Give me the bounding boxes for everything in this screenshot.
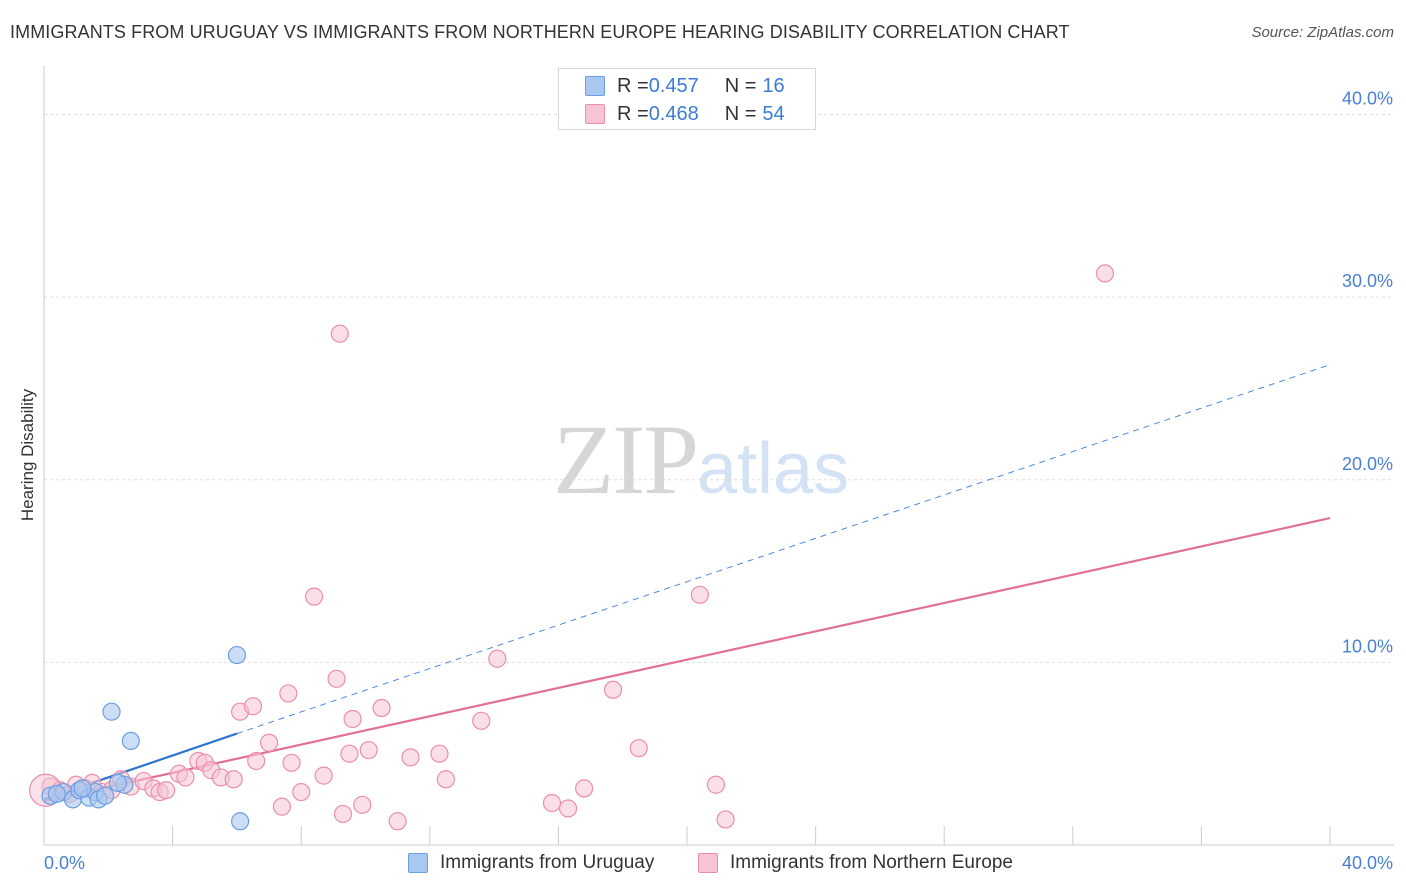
watermark: ZIPatlas: [553, 402, 849, 517]
point-northern-europe: [292, 782, 311, 802]
legend-label-uruguay: Immigrants from Uruguay: [440, 852, 655, 873]
legend-row-uruguay: R = 0.457 N = 16: [585, 74, 785, 98]
point-northern-europe: [343, 709, 362, 729]
correlation-legend: R = 0.457 N = 16 R = 0.468 N = 54: [558, 68, 816, 130]
data-points: [29, 264, 1115, 831]
x-tick-label: 0.0%: [44, 853, 85, 873]
legend-swatch-northern-europe: [585, 104, 605, 124]
legend-item-northern-europe[interactable]: Immigrants from Northern Europe: [698, 852, 1013, 874]
point-uruguay: [227, 645, 246, 665]
point-uruguay: [121, 731, 140, 751]
source-label: Source: ZipAtlas.com: [1251, 24, 1394, 41]
n-label: N =: [724, 102, 757, 125]
point-northern-europe: [629, 739, 648, 758]
point-northern-europe: [372, 698, 391, 718]
legend-row-northern-europe: R = 0.468 N = 54: [585, 102, 785, 126]
r-label: R =: [617, 74, 649, 97]
point-northern-europe: [353, 795, 372, 814]
point-northern-europe: [314, 766, 333, 785]
point-northern-europe: [272, 797, 292, 816]
y-tick-label: 10.0%: [1342, 636, 1393, 656]
point-northern-europe: [157, 781, 176, 800]
point-northern-europe: [327, 669, 346, 688]
x-tick-label: 40.0%: [1342, 853, 1393, 873]
gridlines: [44, 114, 1394, 663]
point-northern-europe: [333, 804, 353, 824]
point-northern-europe: [690, 585, 709, 604]
point-northern-europe: [575, 779, 594, 798]
point-uruguay: [73, 779, 92, 798]
y-tick-label: 30.0%: [1342, 271, 1393, 291]
point-northern-europe: [224, 770, 243, 789]
chart-title: IMMIGRANTS FROM URUGUAY VS IMMIGRANTS FR…: [10, 22, 1070, 42]
point-northern-europe: [279, 684, 298, 703]
point-northern-europe: [304, 587, 324, 606]
point-northern-europe: [247, 751, 266, 771]
point-uruguay: [108, 773, 128, 793]
point-northern-europe: [436, 770, 455, 789]
watermark-atlas: atlas: [697, 429, 850, 509]
legend-item-uruguay[interactable]: Immigrants from Uruguay: [408, 852, 654, 874]
r-value: 0.457: [648, 74, 699, 97]
r-label: R =: [617, 102, 649, 125]
trend-lines: [43, 364, 1331, 803]
trend-line-uruguay-extension: [236, 364, 1331, 735]
point-northern-europe: [542, 793, 562, 813]
legend-swatch-northern-europe: [698, 853, 718, 873]
legend-swatch-uruguay: [408, 853, 428, 873]
point-northern-europe: [430, 744, 449, 763]
point-northern-europe: [259, 733, 279, 752]
watermark-zip: ZIP: [553, 404, 699, 515]
point-northern-europe: [282, 753, 301, 772]
point-northern-europe: [388, 812, 407, 831]
y-tick-label: 40.0%: [1342, 89, 1393, 109]
tick-labels: 10.0% 20.0% 30.0% 40.0% 0.0% 40.0%: [44, 89, 1393, 873]
point-northern-europe: [488, 649, 507, 668]
point-northern-europe: [243, 697, 263, 716]
y-tick-label: 20.0%: [1342, 454, 1393, 474]
n-value: 54: [762, 102, 785, 125]
point-northern-europe: [401, 748, 420, 767]
point-northern-europe: [716, 810, 735, 829]
point-northern-europe: [1095, 264, 1115, 283]
point-northern-europe: [706, 775, 726, 794]
legend-swatch-uruguay: [585, 76, 605, 96]
n-label: N =: [724, 74, 757, 97]
point-uruguay: [95, 786, 115, 805]
point-northern-europe: [472, 711, 491, 730]
legend-label-northern-europe: Immigrants from Northern Europe: [730, 852, 1013, 873]
series-legend: Immigrants from Uruguay Immigrants from …: [0, 852, 1406, 878]
point-northern-europe: [330, 324, 349, 343]
axes: [43, 66, 1394, 846]
point-northern-europe: [359, 740, 378, 760]
n-value: 16: [762, 74, 785, 97]
point-northern-europe: [558, 799, 578, 818]
r-value: 0.468: [648, 102, 699, 125]
point-northern-europe: [340, 744, 359, 763]
point-uruguay: [47, 784, 66, 803]
point-northern-europe: [603, 680, 623, 699]
point-uruguay: [102, 702, 121, 721]
point-northern-europe: [176, 768, 195, 787]
point-uruguay: [231, 812, 250, 831]
